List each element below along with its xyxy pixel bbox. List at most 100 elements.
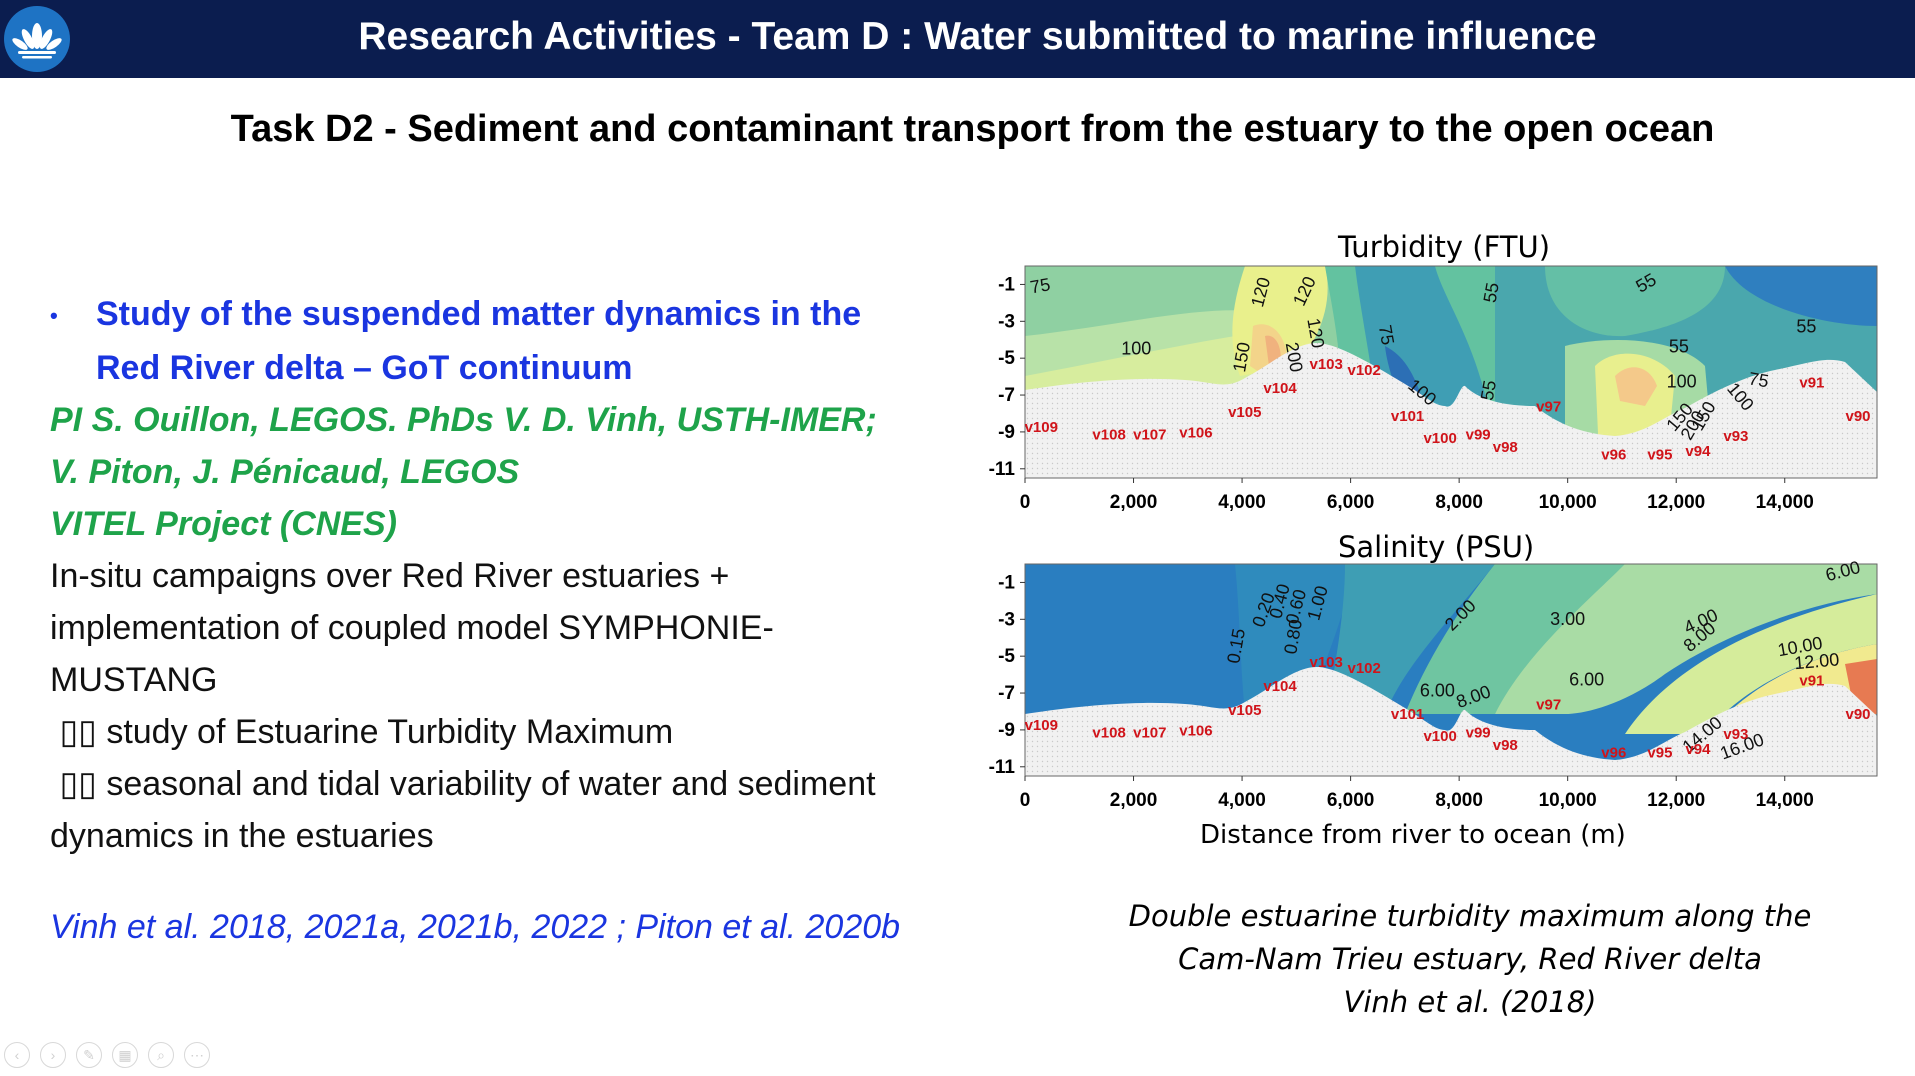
x-tick-label: 12,000 [1647, 492, 1705, 513]
x-tick-label: 10,000 [1539, 492, 1597, 513]
station-label: v99 [1466, 426, 1491, 443]
more-options-icon[interactable]: ⋯ [184, 1042, 210, 1068]
contour-label: 55 [1796, 316, 1816, 336]
x-tick-label: 8,000 [1435, 790, 1483, 811]
bullet-dot-icon: • [50, 303, 58, 329]
contour-label: 55 [1480, 281, 1503, 304]
lotus-logo-icon [4, 6, 70, 72]
contour-label: 6.00 [1420, 681, 1455, 701]
station-label: v107 [1133, 426, 1166, 443]
station-label: v98 [1493, 737, 1518, 754]
y-tick-label: -9 [998, 422, 1015, 443]
project-line: VITEL Project (CNES) [50, 505, 397, 544]
x-tick-label: 4,000 [1218, 790, 1266, 811]
slides-grid-icon[interactable]: ▦ [112, 1042, 138, 1068]
y-tick-label: -3 [998, 609, 1015, 630]
para-line-2: implementation of coupled model SYMPHONI… [50, 609, 774, 648]
station-label: v104 [1263, 380, 1297, 397]
contour-label: 100 [1121, 338, 1151, 358]
pi-line-2: V. Piton, J. Pénicaud, LEGOS [50, 453, 520, 492]
x-axis-label: Distance from river to ocean (m) [1200, 820, 1626, 850]
previous-slide-icon[interactable]: ‹ [4, 1042, 30, 1068]
station-label: v95 [1647, 745, 1672, 762]
pi-line-1: PI S. Ouillon, LEGOS. PhDs V. D. Vinh, U… [50, 401, 877, 440]
pen-icon[interactable]: ✎ [76, 1042, 102, 1068]
station-label: v95 [1647, 447, 1672, 464]
item-2-continued: dynamics in the estuaries [50, 817, 434, 856]
caption-line-3: Vinh et al. (2018) [1343, 985, 1597, 1019]
x-tick-label: 8,000 [1435, 492, 1483, 513]
x-tick-label: 6,000 [1327, 492, 1375, 513]
arrow-glyph-icon: ▯▯ [59, 713, 97, 752]
contour-label: 100 [1667, 372, 1697, 392]
station-label: v101 [1391, 408, 1424, 425]
station-label: v99 [1466, 724, 1491, 741]
station-label: v109 [1025, 717, 1058, 734]
y-tick-label: -9 [998, 720, 1015, 741]
station-label: v97 [1536, 399, 1561, 416]
station-label: v98 [1493, 439, 1518, 456]
x-tick-label: 4,000 [1218, 492, 1266, 513]
station-label: v101 [1391, 706, 1424, 723]
station-label: v90 [1845, 408, 1870, 425]
item-1-text: study of Estuarine Turbidity Maximum [106, 713, 674, 752]
station-label: v96 [1601, 447, 1626, 464]
bullet-text-2: Red River delta – GoT continuum [96, 349, 633, 388]
contour-label: 6.00 [1569, 670, 1604, 690]
station-label: v105 [1228, 702, 1261, 719]
station-label: v103 [1309, 356, 1342, 373]
station-label: v96 [1601, 745, 1626, 762]
station-label: v109 [1025, 419, 1058, 436]
references: Vinh et al. 2018, 2021a, 2021b, 2022 ; P… [50, 908, 901, 946]
x-tick-label: 2,000 [1110, 790, 1158, 811]
y-tick-label: -7 [998, 683, 1015, 704]
contour-label: 75 [1375, 323, 1398, 346]
header-title: Research Activities - Team D : Water sub… [358, 15, 1597, 58]
y-tick-label: -3 [998, 311, 1015, 332]
contour-label: 75 [1029, 274, 1052, 297]
para-line-3: MUSTANG [50, 661, 218, 700]
x-tick-label: 12,000 [1647, 790, 1705, 811]
station-label: v102 [1347, 660, 1380, 677]
chart-title-salinity: Salinity (PSU) [1338, 530, 1535, 564]
task-title: Task D2 - Sediment and contaminant trans… [230, 108, 1715, 150]
station-label: v91 [1799, 673, 1824, 690]
zoom-icon[interactable]: ⌕ [148, 1042, 174, 1068]
x-tick-label: 14,000 [1756, 790, 1814, 811]
station-label: v102 [1347, 362, 1380, 379]
bullet-line: • Study of the suspended matter dynamics … [50, 288, 970, 342]
station-label: v94 [1685, 741, 1711, 758]
contour-label: 12.00 [1793, 649, 1840, 673]
contour-label: 55 [1477, 379, 1500, 402]
x-tick-label: 10,000 [1539, 790, 1597, 811]
station-label: v108 [1092, 426, 1125, 443]
station-label: v93 [1723, 428, 1748, 445]
station-label: v94 [1685, 443, 1711, 460]
y-tick-label: -11 [989, 757, 1016, 778]
station-label: v103 [1309, 654, 1342, 671]
y-tick-label: -5 [998, 646, 1015, 667]
contour-label: 3.00 [1550, 609, 1585, 629]
list-item: ▯▯ study of Estuarine Turbidity Maximum [50, 706, 970, 758]
list-item: ▯▯ seasonal and tidal variability of wat… [50, 758, 970, 810]
para-line-1: In-situ campaigns over Red River estuari… [50, 557, 730, 596]
station-label: v100 [1423, 430, 1456, 447]
bullet-text-1: Study of the suspended matter dynamics i… [96, 295, 862, 333]
station-label: v104 [1263, 678, 1297, 695]
chart-title-turbidity: Turbidity (FTU) [1338, 230, 1551, 264]
station-label: v100 [1423, 728, 1456, 745]
x-tick-label: 6,000 [1327, 790, 1375, 811]
station-label: v108 [1092, 724, 1125, 741]
station-label: v93 [1723, 726, 1748, 743]
y-tick-label: -7 [998, 385, 1015, 406]
salinity-chart: -1 -3 -5 -7 -9 -11 0 2,000 4,000 6,000 8,000 10,00… [989, 558, 1878, 811]
y-tick-label: -5 [998, 348, 1015, 369]
contour-label: 75 [1747, 368, 1770, 391]
station-label: v106 [1179, 722, 1212, 739]
contour-label: 55 [1669, 337, 1689, 357]
x-tick-label: 0 [1020, 790, 1031, 811]
station-label: v97 [1536, 697, 1561, 714]
next-slide-icon[interactable]: › [40, 1042, 66, 1068]
slideshow-nav-bar: ‹ › ✎ ▦ ⌕ ⋯ [4, 1042, 220, 1070]
slide-header: Research Activities - Team D : Water sub… [0, 0, 1915, 78]
